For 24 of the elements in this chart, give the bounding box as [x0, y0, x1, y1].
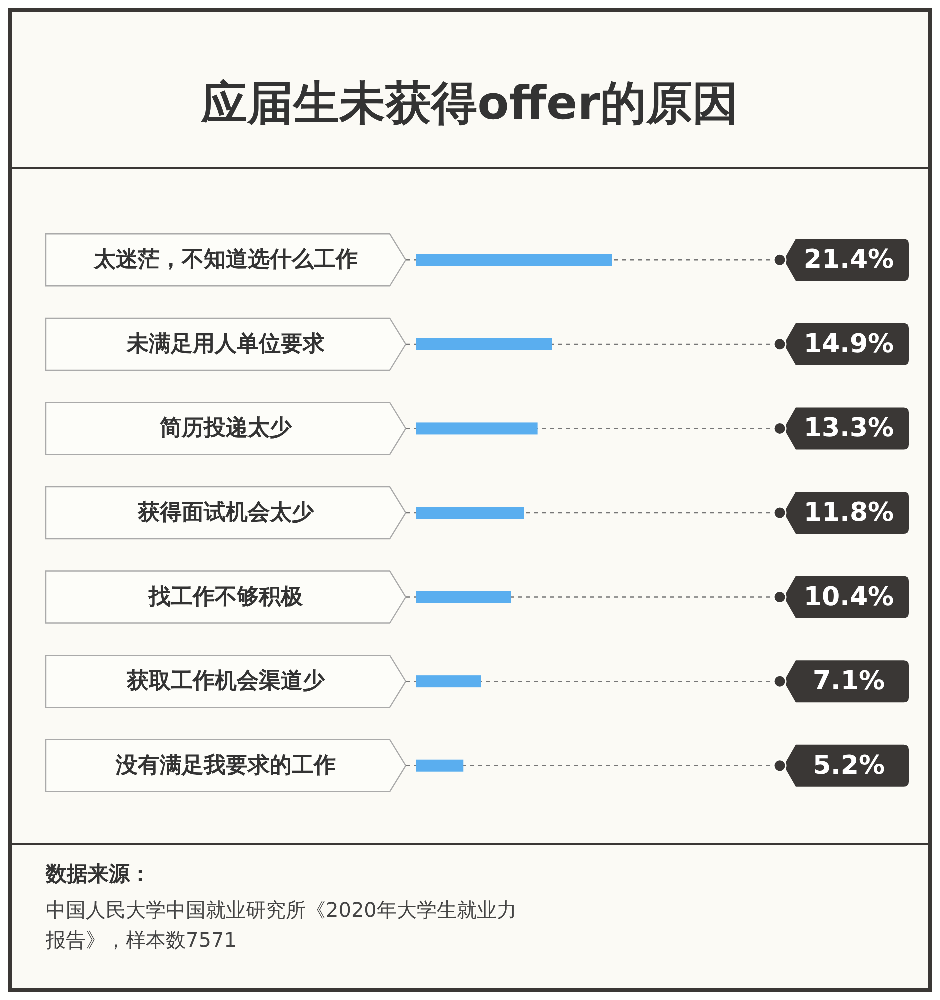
data-label: 10.4% [804, 582, 894, 612]
bar [416, 591, 512, 604]
source-note: 数据来源： [45, 862, 151, 886]
data-label: 7.1% [812, 666, 886, 697]
bar [416, 507, 524, 519]
bar [416, 422, 538, 435]
data-label: 21.4% [804, 245, 894, 276]
bar [416, 760, 464, 772]
text: 中国人民大学中国就业研究所《2020年大学生就业力报告》，样本数7571 [45, 898, 517, 952]
bar [416, 254, 612, 266]
y-tick-label: 获得面试机会太少 [137, 500, 315, 526]
y-tick-label: 简历投递太少 [159, 415, 293, 442]
y-tick-label: 找工作不够积极 [148, 584, 304, 610]
data-label: 5.2% [812, 750, 886, 781]
data-label: 11.8% [804, 498, 894, 528]
y-tick-label: 太迷茫，不知道选什么工作 [93, 248, 358, 273]
chart-title: 应届生未获得offer的原因 [200, 76, 738, 130]
y-tick-label: 获取工作机会渠道少 [126, 669, 326, 694]
y-tick-label: 没有满足我要求的工作 [115, 753, 336, 778]
data-label: 14.9% [804, 329, 894, 360]
bar [416, 676, 482, 688]
bar [416, 338, 552, 350]
y-tick-label: 未满足用人单位要求 [126, 332, 326, 357]
data-label: 13.3% [804, 414, 894, 444]
